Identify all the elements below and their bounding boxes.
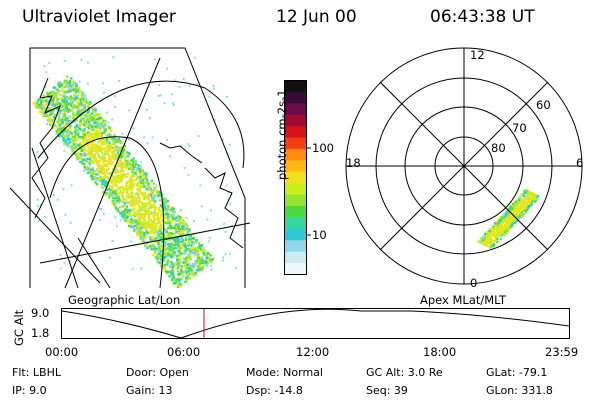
colorbar	[284, 80, 311, 276]
time-label: 06:43:38 UT	[430, 7, 535, 27]
lat-label-70: 70	[512, 121, 527, 135]
colorbar-tick-100: 100	[312, 141, 334, 155]
lat-circle-mid	[49, 136, 165, 289]
coastline-2	[204, 167, 244, 249]
geographic-map	[9, 47, 251, 289]
lon-line-1	[64, 57, 161, 289]
info-door: Door: Open	[126, 366, 189, 379]
mlt-label-12: 12	[470, 48, 485, 62]
auroral-emission-right	[477, 189, 540, 249]
x-tick-2359: 23:59	[545, 345, 579, 359]
colorbar-tick-10: 10	[312, 228, 327, 242]
info-seq: Seq: 39	[366, 384, 408, 397]
info-dsp: Dsp: -14.8	[246, 384, 303, 397]
instrument-title: Ultraviolet Imager	[22, 7, 176, 27]
altitude-curve	[61, 308, 570, 339]
mlt-line-diag-2	[379, 81, 549, 251]
info-flt: Flt: LBHL	[12, 366, 61, 379]
map-boundary-left	[29, 47, 246, 288]
colorbar-unit-label: photon cm-2s-1	[275, 89, 289, 180]
x-tick-1200: 12:00	[296, 345, 330, 359]
lon-line-3	[31, 147, 79, 289]
gc-alt-axis-label: GC Alt	[12, 309, 26, 346]
alt-tick-1-8: 1.8	[31, 326, 50, 340]
x-tick-0000: 00:00	[45, 345, 79, 359]
info-ip: IP: 9.0	[12, 384, 47, 397]
info-glon: GLon: 331.8	[486, 384, 553, 397]
coastline-3	[159, 142, 203, 164]
lon-line-2	[77, 237, 111, 289]
mlt-label-18: 18	[346, 156, 361, 170]
lat-label-60: 60	[536, 98, 551, 112]
right-map-caption: Apex MLat/MLT	[420, 293, 507, 307]
lon-line-5	[9, 187, 101, 284]
mlt-label-6: 6	[576, 156, 584, 170]
x-tick-0600: 06:00	[167, 345, 201, 359]
date-label: 12 Jun 00	[276, 7, 357, 27]
lat-label-80: 80	[491, 141, 506, 155]
info-gcalt: GC Alt: 3.0 Re	[366, 366, 443, 379]
info-mode: Mode: Normal	[246, 366, 323, 379]
alt-tick-9: 9.0	[31, 306, 50, 320]
left-map-caption: Geographic Lat/Lon	[68, 293, 181, 307]
polar-plot	[345, 47, 583, 285]
auroral-emission-left	[32, 56, 237, 289]
coastline-1	[31, 77, 61, 219]
info-glat: GLat: -79.1	[486, 366, 548, 379]
mlt-label-0: 0	[470, 276, 478, 290]
x-tick-1800: 18:00	[423, 345, 457, 359]
lat-circle-outer	[37, 80, 245, 169]
info-gain: Gain: 13	[126, 384, 173, 397]
altitude-strip	[61, 308, 570, 339]
